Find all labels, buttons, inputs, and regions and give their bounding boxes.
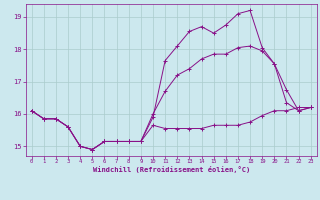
X-axis label: Windchill (Refroidissement éolien,°C): Windchill (Refroidissement éolien,°C) — [92, 166, 250, 173]
